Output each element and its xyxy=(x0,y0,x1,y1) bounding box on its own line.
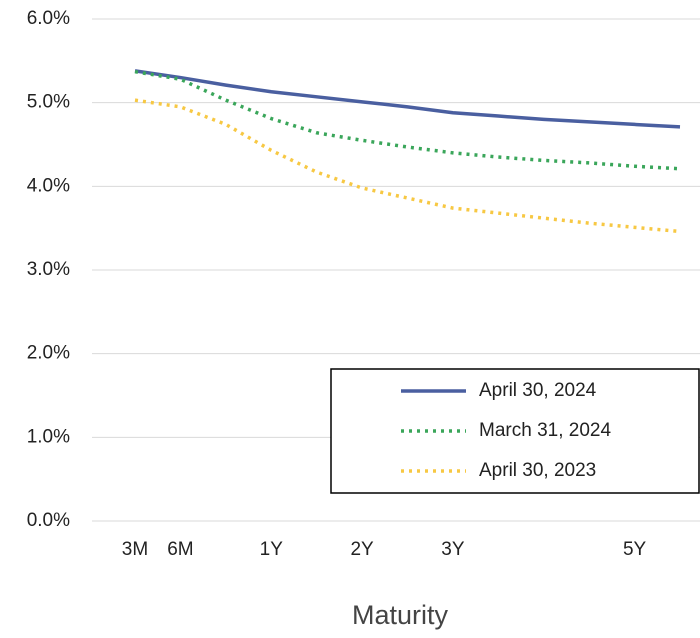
legend-label: March 31, 2024 xyxy=(479,420,611,441)
y-tick-label: 0.0% xyxy=(27,510,70,531)
x-tick-label: 2Y xyxy=(350,539,374,560)
y-tick-label: 1.0% xyxy=(27,426,70,447)
x-tick-label: 3M xyxy=(122,539,148,560)
series-line xyxy=(134,98,681,234)
legend-box xyxy=(330,368,700,494)
legend-label: April 30, 2023 xyxy=(479,460,596,481)
legend-label: April 30, 2024 xyxy=(479,380,597,401)
series-line xyxy=(134,69,681,171)
y-tick-label: 2.0% xyxy=(27,343,70,364)
x-axis-label: Maturity xyxy=(352,600,449,630)
y-tick-label: 3.0% xyxy=(27,259,70,280)
y-tick-label: 5.0% xyxy=(27,92,70,113)
x-tick-label: 1Y xyxy=(260,539,284,560)
x-tick-label: 5Y xyxy=(623,539,647,560)
x-tick-label: 3Y xyxy=(441,539,465,560)
series-line xyxy=(134,69,681,129)
x-tick-label: 6M xyxy=(167,539,193,560)
y-tick-label: 4.0% xyxy=(27,175,70,196)
y-tick-label: 6.0% xyxy=(27,8,70,29)
